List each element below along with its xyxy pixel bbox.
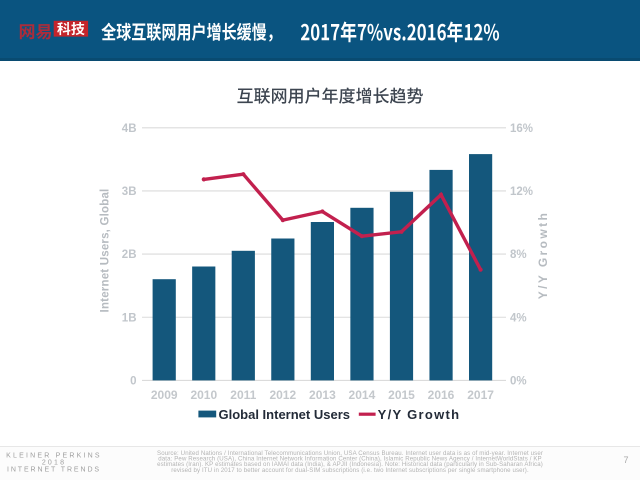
svg-text:revised by ITU in 2017 to bett: revised by ITU in 2017 to better account… <box>171 467 529 474</box>
svg-text:data: Pew Research (USA), Chin: data: Pew Research (USA), China Internet… <box>158 456 541 463</box>
svg-text:Y/Y Growth: Y/Y Growth <box>536 211 550 299</box>
svg-text:Internet Users, Global: Internet Users, Global <box>100 189 112 313</box>
svg-text:3B: 3B <box>122 186 137 198</box>
svg-text:0%: 0% <box>510 375 527 387</box>
svg-text:2016: 2016 <box>428 388 455 402</box>
svg-text:2009: 2009 <box>151 388 178 402</box>
svg-text:2B: 2B <box>122 249 137 261</box>
svg-text:12%: 12% <box>510 186 533 198</box>
svg-text:4%: 4% <box>510 312 527 324</box>
svg-text:2014: 2014 <box>349 388 376 402</box>
svg-text:2011: 2011 <box>230 388 256 402</box>
svg-text:2017: 2017 <box>467 388 494 402</box>
svg-text:16%: 16% <box>510 123 533 135</box>
svg-text:2018: 2018 <box>42 460 66 467</box>
svg-text:Source: United Nations / Inter: Source: United Nations / International T… <box>157 450 543 457</box>
svg-text:2010: 2010 <box>190 388 217 402</box>
svg-text:7: 7 <box>623 455 628 465</box>
svg-text:2015: 2015 <box>388 388 415 402</box>
svg-text:Global Internet Users: Global Internet Users <box>219 407 350 422</box>
svg-text:KLEINER PERKINS: KLEINER PERKINS <box>6 453 102 460</box>
svg-text:8%: 8% <box>510 249 527 261</box>
svg-text:Y/Y Growth: Y/Y Growth <box>378 407 461 422</box>
svg-text:0: 0 <box>130 375 136 387</box>
svg-text:2013: 2013 <box>309 388 336 402</box>
svg-text:INTERNET TRENDS: INTERNET TRENDS <box>7 467 101 474</box>
svg-text:estimates (Iran). KP estimates: estimates (Iran). KP estimates based on … <box>157 461 543 468</box>
svg-text:4B: 4B <box>122 123 137 135</box>
svg-text:1B: 1B <box>122 312 137 324</box>
svg-text:2012: 2012 <box>269 388 296 402</box>
